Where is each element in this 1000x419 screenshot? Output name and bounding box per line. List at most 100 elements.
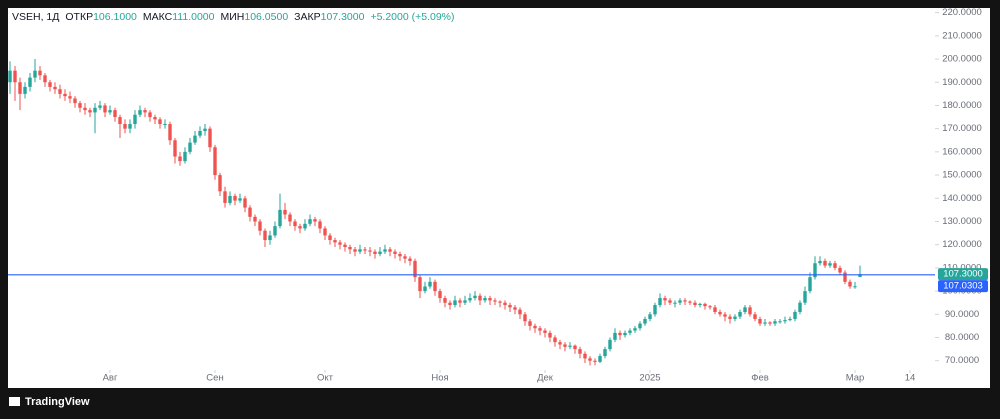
candle-body	[533, 325, 537, 329]
candle-body	[328, 235, 332, 241]
price-line-box	[938, 280, 988, 293]
candle-body	[103, 105, 107, 113]
candle-body	[478, 295, 482, 301]
candle-body	[183, 151, 187, 162]
candle-body	[43, 75, 47, 83]
y-tick-label: 180.0000	[942, 100, 982, 111]
candle-body	[548, 332, 552, 338]
y-tick-label: 140.0000	[942, 193, 982, 204]
candle-body	[698, 303, 702, 306]
candle-body	[448, 302, 452, 306]
candle-body	[488, 298, 492, 301]
candle-body	[243, 198, 247, 208]
candle-body	[158, 119, 162, 125]
candle-body	[813, 263, 817, 278]
x-tick-label: 14	[905, 373, 916, 384]
candle-body	[513, 307, 517, 310]
candle-body	[693, 302, 697, 306]
candle-body	[768, 322, 772, 324]
candle-body	[728, 316, 732, 319]
candle-body	[528, 321, 532, 326]
candle-body	[18, 82, 22, 94]
symbol-legend: VSEH, 1Д ОТКР106.1000 МАКС111.0000 МИН106.0…	[12, 11, 455, 23]
x-tick-label: Окт	[317, 373, 334, 384]
candle-body	[418, 277, 422, 292]
last-price-label: 107.3000	[943, 269, 983, 280]
candle-body	[583, 353, 587, 359]
candle-body	[493, 300, 497, 302]
candle-body	[198, 130, 202, 136]
candle-body	[718, 311, 722, 315]
candle-body	[53, 86, 57, 90]
candle-body	[88, 110, 92, 113]
ohlc-value: 106.1000	[93, 11, 137, 23]
candle-body	[613, 332, 617, 340]
candle-body	[578, 349, 582, 354]
candle-body	[178, 156, 182, 162]
candle-body	[758, 318, 762, 324]
candle-body	[143, 110, 147, 113]
candle-body	[433, 281, 437, 292]
candle-body	[618, 332, 622, 336]
ohlc-value: 107.3000	[321, 11, 365, 23]
candle-body	[218, 175, 222, 192]
candle-body	[773, 321, 777, 324]
candle-body	[398, 253, 402, 257]
candle-body	[653, 305, 657, 315]
x-tick-label: Дек	[537, 373, 554, 384]
y-tick-label: 190.0000	[942, 77, 982, 88]
candle-body	[293, 221, 297, 227]
candle-body	[678, 300, 682, 303]
candle-body	[118, 117, 122, 125]
candle-body	[468, 298, 472, 301]
candle-body	[193, 135, 197, 143]
candle-body	[593, 360, 597, 362]
candle-body	[323, 228, 327, 236]
y-tick-label: 130.0000	[942, 216, 982, 227]
candle-body	[508, 305, 512, 308]
candle-body	[633, 328, 637, 331]
candle-body	[203, 128, 207, 131]
candle-body	[568, 345, 572, 347]
candle-body	[688, 301, 692, 303]
x-tick-label: Мар	[846, 373, 865, 384]
candle-body	[343, 244, 347, 248]
candle-body	[723, 314, 727, 317]
candle-body	[168, 124, 172, 141]
candle-body	[353, 249, 357, 252]
candle-body	[273, 226, 277, 236]
branding: TradingView	[9, 396, 90, 408]
candle-body	[808, 277, 812, 292]
candle-body	[438, 291, 442, 299]
candle-body	[303, 223, 307, 229]
candle-body	[38, 70, 42, 76]
candle-body	[298, 226, 302, 229]
candle-body	[413, 260, 417, 278]
candle-body	[833, 263, 837, 268]
candle-body	[483, 298, 487, 301]
candle-body	[113, 110, 117, 118]
y-tick-label: 90.0000	[945, 309, 979, 320]
x-tick-label: Ноя	[431, 373, 448, 384]
candle-body	[318, 221, 322, 229]
candle-body	[823, 260, 827, 266]
candle-body	[78, 103, 82, 108]
candle-body	[283, 209, 287, 215]
candle-body	[643, 318, 647, 324]
plot-area: 70.000080.000090.0000100.0000110.0000120…	[8, 7, 988, 384]
x-tick-label: 2025	[639, 373, 660, 384]
candle-body	[713, 307, 717, 312]
y-tick-label: 70.0000	[945, 355, 979, 366]
candle-body	[308, 219, 312, 224]
candle-body	[623, 332, 627, 336]
candle-body	[388, 249, 392, 252]
candle-body	[108, 110, 112, 113]
candle-body	[858, 274, 862, 277]
candle-body	[753, 314, 757, 319]
y-tick-label: 150.0000	[942, 170, 982, 181]
candle-body	[638, 323, 642, 329]
candle-body	[378, 251, 382, 254]
candle-body	[828, 263, 832, 266]
candle-body	[83, 107, 87, 111]
candle-body	[253, 216, 257, 222]
